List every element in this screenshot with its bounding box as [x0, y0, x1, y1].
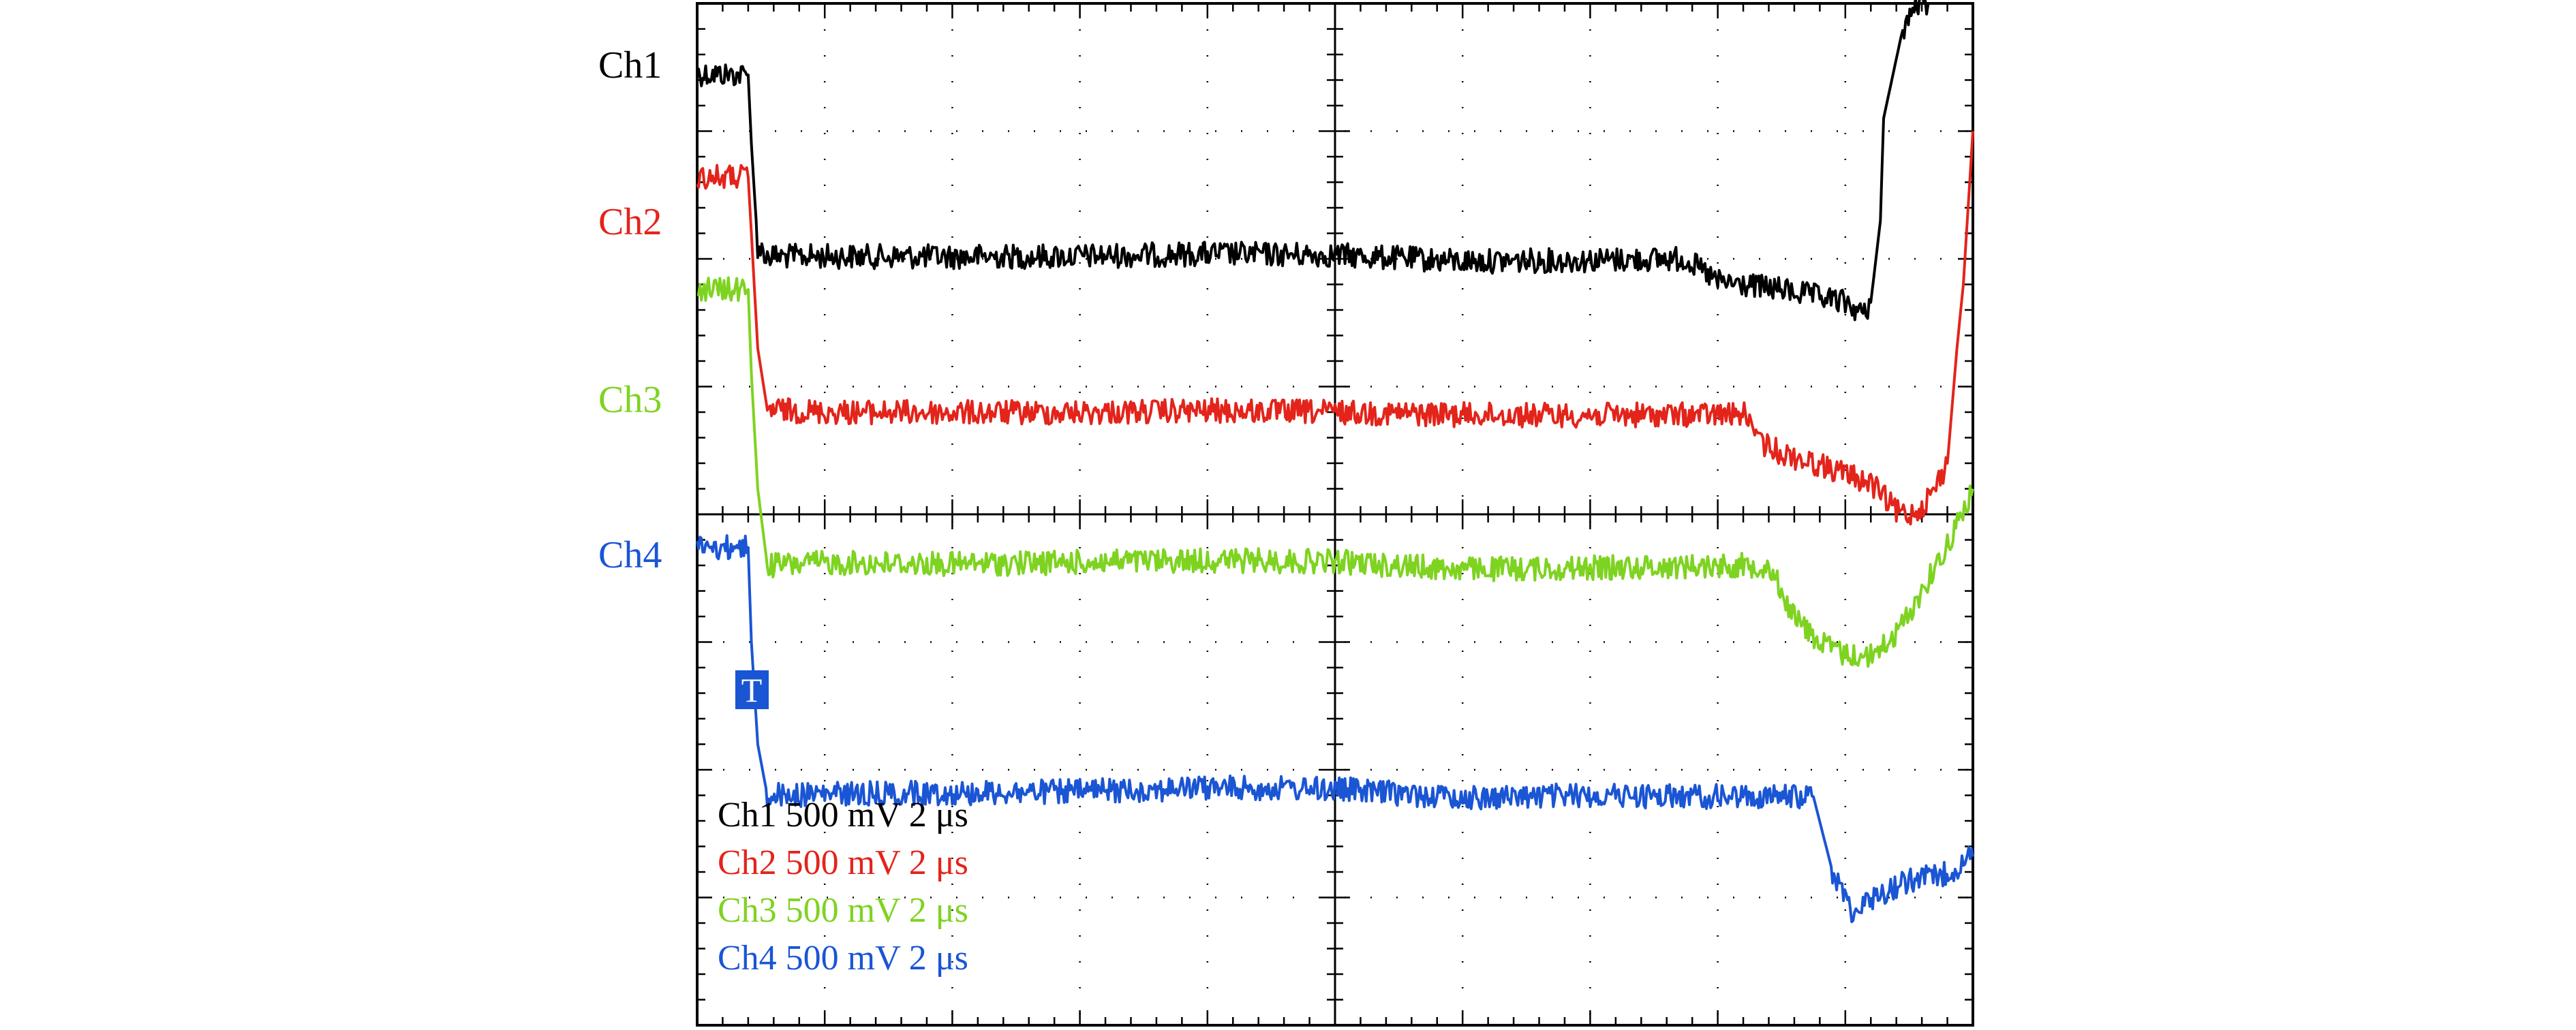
- traces: [696, 0, 1974, 924]
- ch3-label: Ch3: [598, 379, 662, 421]
- legend-ch4: Ch4 500 mV 2 μs: [718, 939, 968, 978]
- trigger-marker: T: [735, 670, 769, 709]
- trace-ch1: [696, 0, 1930, 322]
- channel-labels: Ch1 Ch2 Ch3 Ch4: [598, 44, 662, 576]
- ch1-label: Ch1: [598, 44, 662, 87]
- legend-ch3: Ch3 500 mV 2 μs: [718, 891, 968, 930]
- trace-ch3: [696, 276, 1974, 668]
- plot-frame: [696, 2, 1974, 1027]
- trigger-marker-box: [735, 670, 769, 709]
- legend: Ch1 500 mV 2 μs Ch2 500 mV 2 μs Ch3 500 …: [718, 796, 968, 978]
- graticule: [696, 2, 1974, 1027]
- ch2-label: Ch2: [598, 201, 662, 243]
- trace-ch2: [696, 131, 1974, 526]
- legend-ch1: Ch1 500 mV 2 μs: [718, 796, 968, 834]
- legend-ch2: Ch2 500 mV 2 μs: [718, 843, 968, 882]
- trigger-marker-label: T: [741, 671, 763, 709]
- ch4-label: Ch4: [598, 534, 662, 576]
- trace-ch4: [696, 534, 1974, 924]
